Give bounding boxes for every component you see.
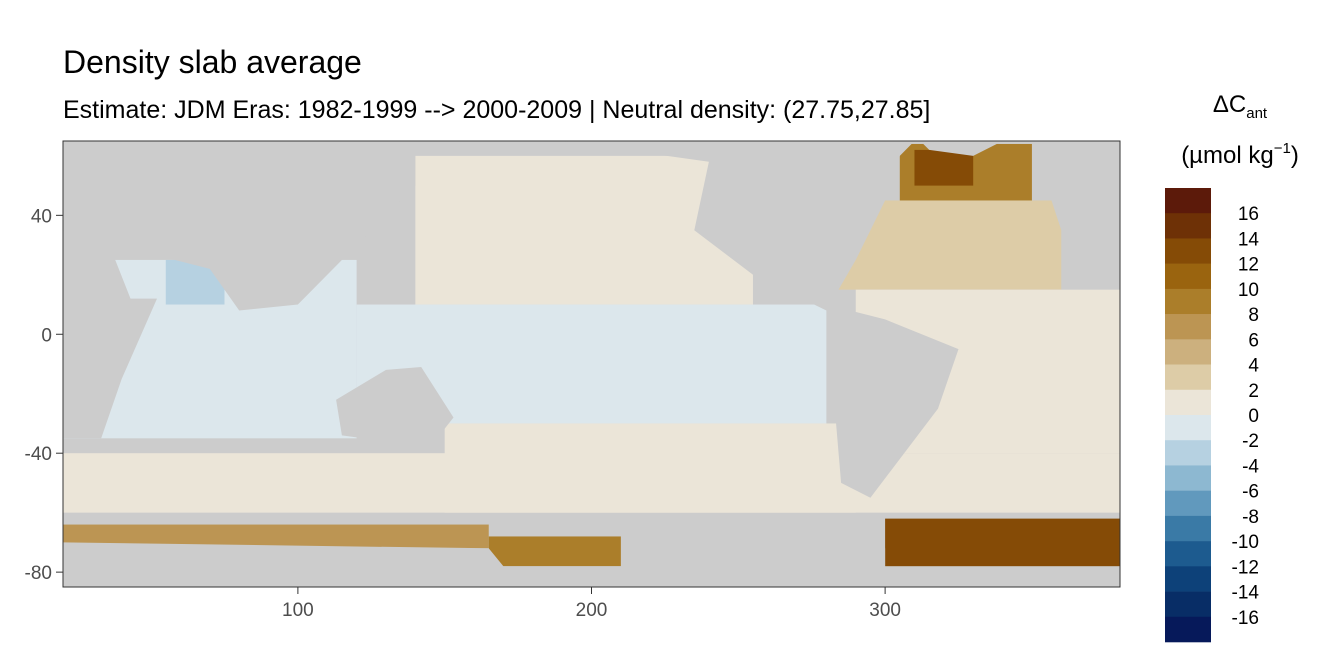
legend-label: 10 (1238, 280, 1259, 301)
y-tick-label: 40 (31, 206, 52, 227)
legend-key (1165, 515, 1211, 542)
y-tick-label: 0 (41, 325, 52, 346)
legend-key (1165, 465, 1211, 491)
legend-label: -8 (1242, 507, 1259, 528)
land-greenland (920, 141, 1003, 156)
legend-label: 6 (1248, 330, 1259, 351)
land-antarctica-a (63, 542, 886, 587)
legend-key (1165, 238, 1211, 264)
legend: ΔCant (µmol kg−1) 16 14 12 10 8 6 4 2 0 -2 -4 -6 -8 -… (1165, 91, 1299, 643)
legend-label: -14 (1232, 583, 1260, 604)
legend-key (1165, 288, 1211, 315)
land-north-america (562, 141, 915, 311)
x-tick-label: 200 (576, 600, 608, 621)
legend-unit: (µmol kg−1) (1181, 140, 1299, 169)
map-panel (62, 140, 1121, 588)
legend-label: 8 (1248, 305, 1259, 326)
x-tick-label: 100 (282, 600, 314, 621)
legend-label: -2 (1242, 431, 1259, 452)
legend-key (1165, 541, 1211, 567)
legend-label: 2 (1248, 381, 1259, 402)
legend-color-keys (1165, 188, 1211, 643)
x-axis: 100 200 300 (282, 587, 901, 621)
legend-label: -6 (1242, 482, 1259, 503)
legend-key (1165, 616, 1211, 643)
legend-label: -16 (1232, 608, 1259, 629)
y-tick-label: -40 (25, 444, 52, 465)
land-eurasia (63, 141, 416, 311)
legend-label: -12 (1232, 557, 1259, 578)
legend-label: -10 (1232, 532, 1259, 553)
land-europe-east (1046, 141, 1120, 231)
legend-label: 12 (1238, 255, 1259, 276)
land-south-america (826, 304, 959, 498)
ocean-region (885, 518, 1120, 567)
legend-key (1165, 591, 1211, 618)
chart-title: Density slab average (63, 44, 362, 80)
legend-label: 16 (1238, 204, 1259, 225)
chart-subtitle: Estimate: JDM Eras: 1982-1999 --> 2000-2… (63, 96, 930, 124)
legend-key (1165, 188, 1211, 214)
ocean-region (63, 524, 489, 549)
legend-title: ΔCant (1213, 91, 1268, 122)
legend-key (1165, 440, 1211, 466)
x-tick-label: 300 (869, 600, 901, 621)
legend-key (1165, 415, 1211, 441)
legend-key (1165, 490, 1211, 517)
legend-key (1165, 339, 1211, 365)
legend-key (1165, 263, 1211, 290)
continents (63, 141, 1120, 587)
legend-key (1165, 314, 1211, 340)
legend-label: 4 (1248, 356, 1259, 377)
land-africa (63, 230, 157, 439)
y-axis: 40 0 -40 -80 (25, 206, 63, 584)
legend-key (1165, 213, 1211, 239)
land-australia (336, 367, 454, 448)
ocean-region (488, 536, 621, 567)
legend-key (1165, 389, 1211, 416)
ocean-region (63, 453, 1120, 513)
legend-label: 0 (1248, 406, 1259, 427)
legend-key (1165, 566, 1211, 592)
legend-label: 14 (1238, 229, 1260, 250)
land-antarctica-b (885, 569, 1120, 587)
ocean-region (914, 149, 974, 186)
legend-labels: 16 14 12 10 8 6 4 2 0 -2 -4 -6 -8 -10 -12 -14 -16 (1232, 204, 1260, 629)
y-tick-label: -80 (25, 563, 52, 584)
legend-label: -4 (1242, 456, 1259, 477)
legend-key (1165, 364, 1211, 391)
